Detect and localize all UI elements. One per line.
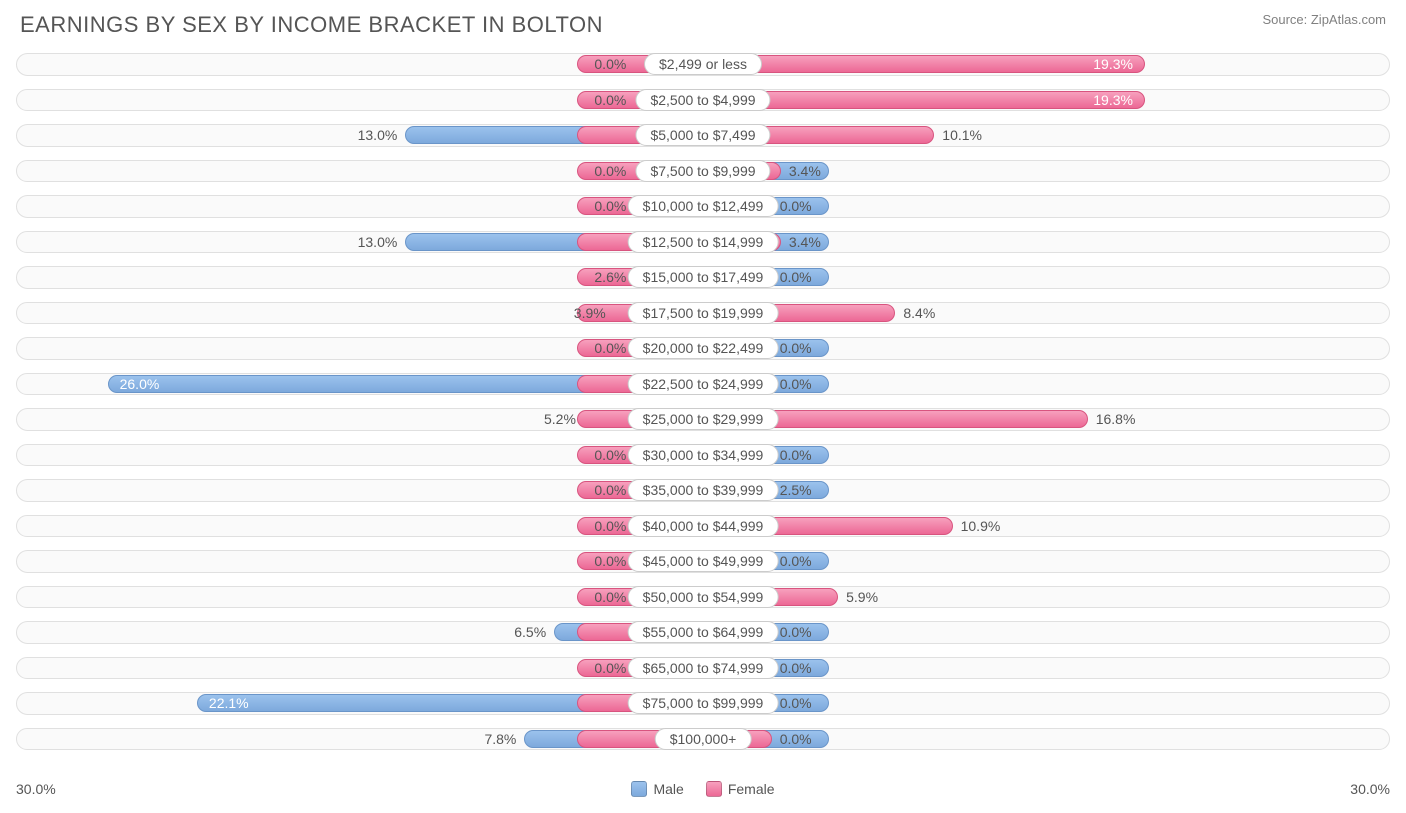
value-label-female: 16.8% — [1096, 411, 1136, 427]
category-pill: $10,000 to $12,499 — [628, 195, 779, 217]
value-label-male: 0.0% — [594, 198, 626, 214]
category-pill: $25,000 to $29,999 — [628, 408, 779, 430]
category-pill: $65,000 to $74,999 — [628, 657, 779, 679]
category-pill: $7,500 to $9,999 — [635, 160, 770, 182]
value-label-female: 5.9% — [846, 589, 878, 605]
chart-row: 0.0% 19.3% $2,499 or less — [16, 50, 1390, 79]
value-label-female: 0.0% — [780, 660, 812, 676]
chart-footer: 30.0% Male Female 30.0% — [16, 781, 1390, 797]
category-pill: $50,000 to $54,999 — [628, 586, 779, 608]
value-label-female: 19.3% — [1093, 92, 1133, 108]
chart-area: 0.0% 19.3% $2,499 or less 0.0% 19.3% $2,500 t… — [0, 46, 1406, 753]
value-label-female: 0.0% — [780, 624, 812, 640]
legend-label-male: Male — [653, 781, 683, 797]
value-label-male: 0.0% — [594, 56, 626, 72]
category-pill: $2,500 to $4,999 — [635, 89, 770, 111]
category-pill: $17,500 to $19,999 — [628, 302, 779, 324]
category-pill: $12,500 to $14,999 — [628, 231, 779, 253]
chart-row: 0.0% 0.0%$30,000 to $34,999 — [16, 441, 1390, 470]
legend-item-male: Male — [631, 781, 683, 797]
value-label-female: 0.0% — [780, 695, 812, 711]
value-label-male: 22.1% — [209, 695, 249, 711]
value-label-male: 3.9% — [574, 305, 606, 321]
value-label-male: 0.0% — [594, 553, 626, 569]
value-label-male: 0.0% — [594, 589, 626, 605]
chart-title: EARNINGS BY SEX BY INCOME BRACKET IN BOL… — [20, 12, 603, 38]
value-label-male: 2.6% — [594, 269, 626, 285]
chart-header: EARNINGS BY SEX BY INCOME BRACKET IN BOL… — [0, 0, 1406, 46]
value-label-male: 0.0% — [594, 518, 626, 534]
chart-row: 6.5% 0.0%$55,000 to $64,999 — [16, 618, 1390, 647]
value-label-male: 0.0% — [594, 660, 626, 676]
value-label-male: 5.2% — [544, 411, 576, 427]
category-pill: $35,000 to $39,999 — [628, 479, 779, 501]
legend-swatch-female — [706, 781, 722, 797]
value-label-female: 19.3% — [1093, 56, 1133, 72]
value-label-male: 0.0% — [594, 92, 626, 108]
chart-row: 0.0% 5.9% $50,000 to $54,999 — [16, 583, 1390, 612]
chart-row: 7.8% 0.0% $100,000+ — [16, 725, 1390, 754]
value-label-female: 10.9% — [961, 518, 1001, 534]
chart-row: 26.0% 0.0%$22,500 to $24,999 — [16, 370, 1390, 399]
category-pill: $45,000 to $49,999 — [628, 550, 779, 572]
value-label-female: 0.0% — [780, 731, 812, 747]
category-pill: $100,000+ — [655, 728, 752, 750]
legend-item-female: Female — [706, 781, 775, 797]
category-pill: $20,000 to $22,499 — [628, 337, 779, 359]
value-label-male: 0.0% — [594, 163, 626, 179]
chart-row: 0.0% 0.0%$20,000 to $22,499 — [16, 334, 1390, 363]
chart-row: 0.0% 0.0%$65,000 to $74,999 — [16, 654, 1390, 683]
chart-row: 13.0% 3.4% $12,500 to $14,999 — [16, 228, 1390, 257]
value-label-female: 0.0% — [780, 340, 812, 356]
chart-row: 0.0% 0.0%$45,000 to $49,999 — [16, 547, 1390, 576]
category-pill: $30,000 to $34,999 — [628, 444, 779, 466]
legend-swatch-male — [631, 781, 647, 797]
chart-row: 0.0% 19.3% $2,500 to $4,999 — [16, 86, 1390, 115]
category-pill: $40,000 to $44,999 — [628, 515, 779, 537]
axis-left-max: 30.0% — [16, 781, 56, 797]
chart-row: 3.9% 8.4% $17,500 to $19,999 — [16, 299, 1390, 328]
chart-source: Source: ZipAtlas.com — [1262, 12, 1386, 27]
chart-row: 0.0% 2.5%$35,000 to $39,999 — [16, 476, 1390, 505]
value-label-male: 26.0% — [120, 376, 160, 392]
category-pill: $55,000 to $64,999 — [628, 621, 779, 643]
category-pill: $75,000 to $99,999 — [628, 692, 779, 714]
value-label-female: 0.0% — [780, 376, 812, 392]
value-label-female: 3.4% — [789, 163, 821, 179]
value-label-female: 0.0% — [780, 269, 812, 285]
value-label-female: 10.1% — [942, 127, 982, 143]
chart-row: 13.0% 10.1% $5,000 to $7,499 — [16, 121, 1390, 150]
category-pill: $15,000 to $17,499 — [628, 266, 779, 288]
chart-row: 22.1% 0.0%$75,000 to $99,999 — [16, 689, 1390, 718]
legend: Male Female — [631, 781, 774, 797]
chart-row: 0.0% 3.4% $7,500 to $9,999 — [16, 157, 1390, 186]
value-label-male: 6.5% — [514, 624, 546, 640]
value-label-female: 0.0% — [780, 447, 812, 463]
legend-label-female: Female — [728, 781, 775, 797]
value-label-male: 7.8% — [484, 731, 516, 747]
category-pill: $2,499 or less — [644, 53, 762, 75]
category-pill: $5,000 to $7,499 — [635, 124, 770, 146]
value-label-male: 0.0% — [594, 447, 626, 463]
value-label-female: 8.4% — [903, 305, 935, 321]
chart-row: 5.2% 16.8% $25,000 to $29,999 — [16, 405, 1390, 434]
value-label-male: 0.0% — [594, 482, 626, 498]
axis-right-max: 30.0% — [1350, 781, 1390, 797]
value-label-female: 2.5% — [780, 482, 812, 498]
value-label-female: 0.0% — [780, 553, 812, 569]
value-label-male: 13.0% — [358, 234, 398, 250]
value-label-male: 0.0% — [594, 340, 626, 356]
value-label-female: 3.4% — [789, 234, 821, 250]
chart-row: 2.6% 0.0%$15,000 to $17,499 — [16, 263, 1390, 292]
value-label-female: 0.0% — [780, 198, 812, 214]
chart-row: 0.0% 10.9% $40,000 to $44,999 — [16, 512, 1390, 541]
chart-row: 0.0% 0.0%$10,000 to $12,499 — [16, 192, 1390, 221]
category-pill: $22,500 to $24,999 — [628, 373, 779, 395]
value-label-male: 13.0% — [358, 127, 398, 143]
